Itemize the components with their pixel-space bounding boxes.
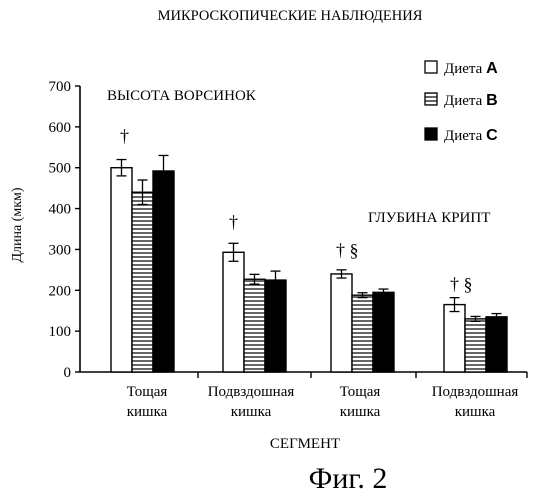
significance-marker: † xyxy=(229,212,238,232)
bar-c xyxy=(486,317,507,372)
y-tick-label: 100 xyxy=(49,324,72,340)
figure-caption: Фиг. 2 xyxy=(309,462,388,495)
bars xyxy=(111,155,507,372)
group-label-crypt: ГЛУБИНА КРИПТ xyxy=(368,210,490,226)
y-tick-label: 300 xyxy=(49,242,72,258)
legend-swatch-c xyxy=(425,128,437,140)
x-tick-label: кишка xyxy=(127,404,168,420)
group-label-villus: ВЫСОТА ВОРСИНОК xyxy=(107,88,257,104)
legend: Диета A Диета B Диета C xyxy=(425,60,498,144)
y-tick-label: 200 xyxy=(49,283,72,299)
x-tick-label: Тощая xyxy=(127,384,168,400)
legend-swatch-b xyxy=(425,93,437,105)
bar-b xyxy=(352,295,373,372)
legend-swatch-a xyxy=(425,61,437,73)
bar-b xyxy=(244,279,265,372)
legend-label: Диета A xyxy=(444,60,498,77)
significance-marker: † § xyxy=(450,274,473,294)
significance-marker: † xyxy=(120,126,129,146)
chart-title: МИКРОСКОПИЧЕСКИЕ НАБЛЮДЕНИЯ xyxy=(158,8,423,24)
x-axis: Тощая кишка Подвздошная кишка Тощая кишка Подв… xyxy=(80,372,527,420)
legend-label: Диета B xyxy=(444,92,498,109)
x-tick-label: кишка xyxy=(231,404,272,420)
x-tick-label: кишка xyxy=(455,404,496,420)
legend-label: Диета C xyxy=(444,127,498,144)
x-axis-label: СЕГМЕНТ xyxy=(270,436,340,452)
y-tick-label: 700 xyxy=(49,79,72,95)
bar-a xyxy=(223,252,244,372)
y-tick-label: 600 xyxy=(49,120,72,136)
bar-c xyxy=(373,292,394,372)
x-tick-label: кишка xyxy=(340,404,381,420)
x-tick-label: Подвздошная xyxy=(208,384,295,400)
x-tick-label: Тощая xyxy=(340,384,381,400)
bar-a xyxy=(331,274,352,372)
bar-b xyxy=(465,319,486,372)
bar-a xyxy=(111,168,132,372)
significance-marker: † § xyxy=(336,240,359,260)
bar-c xyxy=(265,280,286,372)
y-tick-label: 0 xyxy=(64,365,72,381)
bar-b xyxy=(132,192,153,372)
bar-c xyxy=(153,171,174,372)
y-axis: 0 100 200 300 400 500 600 700 xyxy=(49,79,81,381)
y-axis-label: Длина (мкм) xyxy=(10,187,25,262)
y-tick-label: 500 xyxy=(49,161,72,177)
bar-a xyxy=(444,305,465,372)
y-tick-label: 400 xyxy=(49,202,72,218)
x-tick-label: Подвздошная xyxy=(432,384,519,400)
